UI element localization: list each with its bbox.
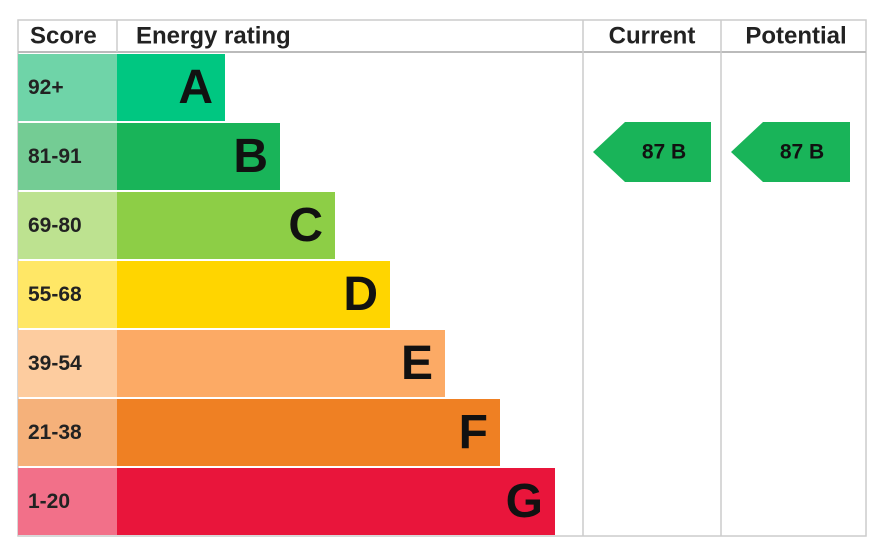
band-score: 92+ <box>28 76 64 99</box>
score-cell <box>18 261 117 328</box>
header-score: Score <box>30 22 97 49</box>
band-letter: F <box>459 406 488 459</box>
potential-arrow: 87 B <box>731 122 850 182</box>
band-letter: B <box>233 130 268 183</box>
potential-label: 87 B <box>780 141 824 164</box>
band-bar <box>117 123 280 190</box>
band-letter: G <box>506 475 543 528</box>
score-cell <box>18 54 117 121</box>
score-cell <box>18 123 117 190</box>
band-letter: A <box>178 61 213 114</box>
band-score: 55-68 <box>28 283 82 306</box>
bands: 92+ A 81-91 B 69-80 C 55-68 D 39-54 E 21-38 F 1-20 G <box>18 54 555 535</box>
band-score: 81-91 <box>28 145 82 168</box>
arrow-shape <box>731 122 850 182</box>
band-letter: E <box>401 337 433 390</box>
band-bar <box>117 399 500 466</box>
score-cell <box>18 399 117 466</box>
current-arrow: 87 B <box>593 122 711 182</box>
band-letter: D <box>343 268 378 321</box>
header-energy-rating: Energy rating <box>136 22 291 49</box>
band-bar <box>117 261 390 328</box>
band-bar <box>117 468 555 535</box>
band-bar <box>117 54 225 121</box>
current-label: 87 B <box>642 141 686 164</box>
band-score: 39-54 <box>28 352 82 375</box>
score-cell <box>18 330 117 397</box>
header-current: Current <box>609 22 696 49</box>
arrow-shape <box>593 122 711 182</box>
band-score: 69-80 <box>28 214 82 237</box>
header-potential: Potential <box>745 22 846 49</box>
band-letter: C <box>288 199 323 252</box>
band-score: 1-20 <box>28 490 70 513</box>
band-score: 21-38 <box>28 421 82 444</box>
score-cell <box>18 468 117 535</box>
band-bar <box>117 330 445 397</box>
band-bar <box>117 192 335 259</box>
score-cell <box>18 192 117 259</box>
